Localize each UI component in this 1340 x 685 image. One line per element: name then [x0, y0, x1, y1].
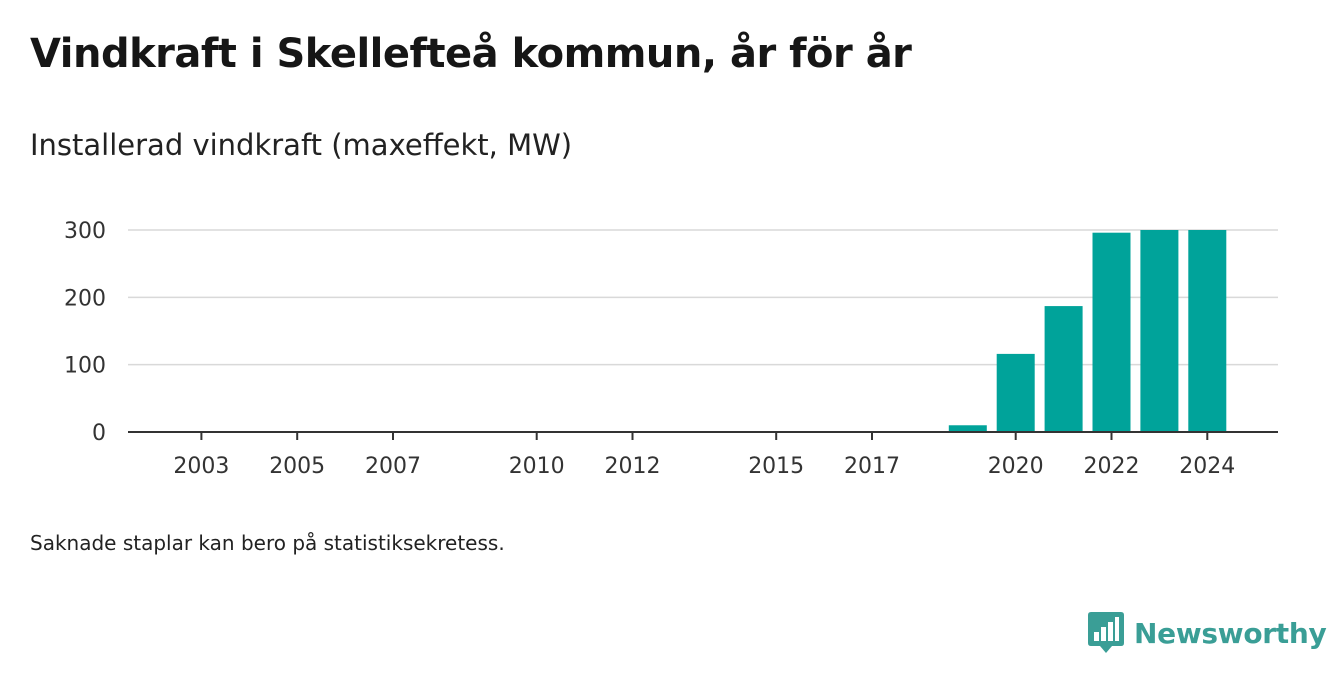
bar-2022 [1092, 232, 1131, 432]
bar-2020 [996, 353, 1035, 432]
newsworthy-logo[interactable]: Newsworthy [1088, 612, 1327, 654]
x-tick-label-2005: 2005 [269, 454, 325, 479]
x-tick-label-2020: 2020 [988, 454, 1044, 479]
chart-subtitle: Installerad vindkraft (maxeffekt, MW) [30, 128, 573, 162]
x-tick-label-2007: 2007 [365, 454, 421, 479]
x-axis-ticks: 2003 2005 2007 2010 2012 2015 2017 2020 2022 2024 [173, 432, 1235, 479]
y-tick-label-100: 100 [64, 354, 106, 379]
x-tick-label-2012: 2012 [605, 454, 661, 479]
x-tick-label-2010: 2010 [509, 454, 565, 479]
newsworthy-logo-icon [1088, 612, 1124, 653]
bar-2023 [1140, 230, 1179, 432]
x-tick-label-2003: 2003 [173, 454, 229, 479]
footnote: Saknade staplar kan bero på statistiksek… [30, 531, 505, 555]
y-tick-label-0: 0 [92, 421, 106, 446]
bar-2021 [1044, 306, 1083, 432]
y-axis-ticks: 0 100 200 300 [64, 219, 106, 446]
gridlines [128, 229, 1278, 366]
bars [948, 230, 1227, 432]
chart-title: Vindkraft i Skellefteå kommun, år för år [30, 31, 912, 77]
y-tick-label-200: 200 [64, 286, 106, 311]
y-tick-label-300: 300 [64, 219, 106, 244]
brand-name: Newsworthy [1134, 616, 1327, 650]
x-tick-label-2017: 2017 [844, 454, 900, 479]
bar-2024 [1188, 230, 1227, 432]
bar-2019 [948, 425, 987, 432]
x-tick-label-2015: 2015 [748, 454, 804, 479]
x-tick-label-2022: 2022 [1084, 454, 1140, 479]
x-tick-label-2024: 2024 [1179, 454, 1235, 479]
